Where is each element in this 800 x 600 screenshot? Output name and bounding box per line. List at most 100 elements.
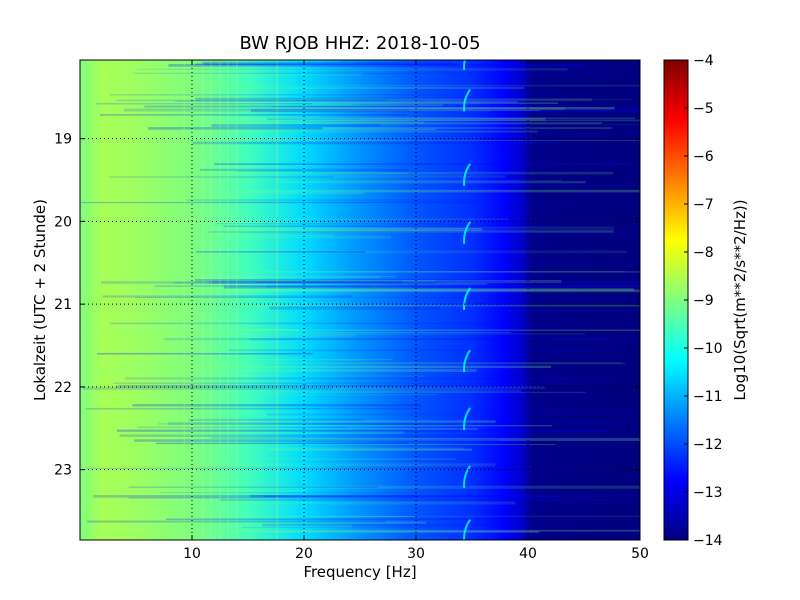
x-tick-label: 40 — [519, 546, 537, 562]
time-streak — [103, 444, 556, 446]
time-streak — [168, 64, 585, 67]
time-streak — [164, 68, 568, 71]
time-streak — [240, 110, 491, 112]
time-streak — [118, 365, 551, 369]
time-streak — [157, 423, 422, 425]
time-streak — [88, 389, 522, 392]
time-streak — [123, 108, 410, 112]
tonal-arc — [463, 349, 471, 373]
time-streak — [101, 281, 436, 284]
time-streak — [202, 61, 454, 65]
time-streak — [223, 285, 640, 289]
time-streak — [124, 280, 436, 282]
time-streak — [231, 362, 622, 364]
time-streak — [214, 223, 443, 225]
time-streak — [178, 235, 391, 239]
time-streak — [110, 94, 450, 96]
time-streak — [194, 63, 512, 66]
time-streak — [83, 530, 540, 533]
time-streak — [91, 218, 510, 220]
time-streaks — [81, 60, 640, 533]
colorbar-label: Log10(Sqrt(m**2/s**2/Hz)) — [731, 199, 749, 400]
time-streak — [125, 377, 573, 380]
time-streak — [234, 170, 449, 172]
time-streak — [253, 280, 562, 284]
y-axis-label: Lokalzeit (UTC + 2 Stunde) — [31, 199, 49, 401]
colorbar-tick-label: −8 — [693, 245, 714, 261]
time-streak — [248, 189, 640, 193]
time-streak — [128, 486, 379, 488]
time-streak — [244, 331, 511, 334]
time-streak — [267, 413, 640, 416]
time-streak — [192, 289, 640, 293]
time-streak — [145, 521, 427, 524]
colorbar-tick-label: −10 — [693, 341, 723, 357]
time-streak — [119, 434, 533, 437]
time-streak — [131, 276, 380, 279]
time-streak — [159, 492, 403, 494]
time-streak — [192, 141, 559, 145]
time-streak — [81, 201, 478, 204]
time-streak — [134, 107, 615, 110]
time-streak — [192, 230, 614, 233]
time-streak — [106, 431, 404, 434]
time-streak — [134, 439, 499, 442]
frequency-lines — [183, 60, 278, 540]
time-streak — [116, 384, 538, 388]
colorbar-tick-label: −12 — [693, 437, 723, 453]
time-streak — [116, 99, 387, 101]
time-streak — [119, 384, 465, 387]
time-streak — [154, 285, 373, 288]
x-tick-label: 50 — [631, 546, 649, 562]
time-streak — [109, 176, 334, 178]
time-streak — [208, 231, 640, 233]
tonal-arcs — [463, 60, 471, 540]
time-streak — [133, 288, 634, 291]
time-streak — [266, 285, 640, 288]
colorbar-tick-label: −7 — [693, 197, 714, 213]
time-streak — [246, 121, 425, 124]
time-streak — [139, 171, 613, 175]
time-streak — [82, 387, 333, 390]
time-streak — [93, 495, 418, 498]
time-streak — [269, 306, 440, 310]
y-axis-ticks: 19 20 21 22 23 — [54, 132, 640, 479]
time-streak — [137, 68, 640, 70]
time-streak — [174, 282, 447, 284]
time-streak — [106, 101, 518, 103]
time-streak — [205, 127, 612, 129]
x-tick-label: 20 — [295, 546, 313, 562]
time-streak — [168, 421, 627, 425]
time-streak — [179, 122, 602, 124]
time-streak — [85, 104, 444, 107]
time-streak — [169, 60, 340, 63]
time-streak — [237, 304, 640, 307]
time-streak — [233, 283, 487, 285]
time-streak — [148, 127, 323, 130]
time-streak — [165, 518, 501, 521]
time-streak — [113, 382, 613, 384]
time-streak — [110, 322, 538, 325]
time-streak — [262, 523, 508, 527]
tonal-arc — [463, 407, 471, 431]
time-streak — [159, 463, 496, 467]
time-streak — [147, 425, 553, 427]
time-streak — [221, 529, 640, 532]
time-streak — [164, 102, 559, 104]
time-streak — [175, 100, 428, 102]
time-streak — [114, 329, 300, 331]
time-streak — [116, 429, 609, 432]
time-streak — [156, 442, 408, 445]
time-streak — [239, 226, 614, 230]
time-streak — [228, 349, 616, 352]
colorbar-tick-label: −4 — [693, 53, 714, 69]
time-streak — [97, 501, 516, 505]
plot-area — [79, 59, 641, 541]
time-streak — [199, 168, 408, 171]
time-streak — [211, 124, 381, 127]
time-streak — [251, 109, 640, 113]
time-streak — [241, 526, 433, 528]
colorbar-tick-label: −14 — [693, 533, 723, 549]
tonal-arc — [463, 60, 466, 71]
time-streak — [97, 352, 313, 355]
